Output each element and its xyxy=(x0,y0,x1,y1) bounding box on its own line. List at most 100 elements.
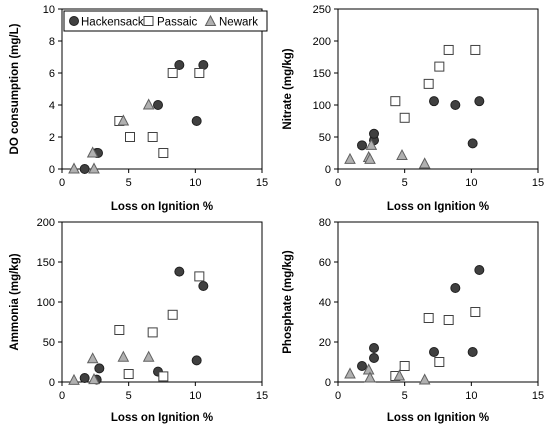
y-tick-label: 8 xyxy=(49,36,55,48)
point-hackensack xyxy=(174,60,185,70)
y-tick-label: 50 xyxy=(43,337,55,349)
y-tick-label: 10 xyxy=(43,4,55,16)
y-tick-label: 200 xyxy=(37,217,55,229)
point-hackensack xyxy=(429,96,439,107)
point-hackensack xyxy=(467,347,478,357)
point-newark xyxy=(88,373,100,385)
y-tick-label: 0 xyxy=(325,377,331,389)
x-tick-label: 5 xyxy=(402,177,408,189)
point-newark xyxy=(86,146,99,158)
point-passaic xyxy=(167,309,178,320)
panel-nitrate: Nitrate (mg/kg) Loss on Ignition % 0 5 10 1… xyxy=(282,4,544,213)
point-hackensack xyxy=(429,347,439,357)
y-tick-label: 50 xyxy=(319,132,331,144)
x-tick-label: 15 xyxy=(256,177,268,189)
point-hackensack xyxy=(191,116,202,126)
y-axis-title: DO consumption (mg/L) xyxy=(9,23,21,154)
legend: Hackensack Passaic Newark xyxy=(63,10,268,32)
x-tick-label: 15 xyxy=(256,390,268,402)
panel-ammonia: Ammonia (mg/kg) Loss on Ignition % 0 5 10 1… xyxy=(9,217,268,424)
point-newark xyxy=(344,152,356,164)
point-passaic xyxy=(434,357,445,367)
y-tick-label: 250 xyxy=(313,4,331,16)
y-tick-label: 20 xyxy=(319,337,331,349)
point-passaic xyxy=(390,96,401,107)
point-passaic xyxy=(158,148,169,158)
point-hackensack xyxy=(474,96,485,107)
point-passaic xyxy=(399,112,410,123)
y-tick-label: 200 xyxy=(313,36,331,48)
point-newark xyxy=(88,162,100,174)
point-passaic xyxy=(194,271,205,282)
point-passaic xyxy=(443,315,454,325)
plot-area xyxy=(337,8,539,170)
point-hackensack xyxy=(94,363,105,374)
x-tick-label: 5 xyxy=(402,390,408,402)
point-passaic xyxy=(114,325,125,335)
x-tick-label: 5 xyxy=(126,390,132,402)
y-tick-label: 100 xyxy=(313,100,331,112)
legend-label-hackensack: Hackensack xyxy=(81,17,144,29)
point-newark xyxy=(364,152,376,164)
x-tick-label: 15 xyxy=(532,177,544,189)
y-axis-title: Phosphate (mg/kg) xyxy=(282,250,294,354)
x-tick-label: 0 xyxy=(59,177,65,189)
x-axis-title: Loss on Ignition % xyxy=(111,201,213,213)
point-hackensack xyxy=(79,164,90,174)
point-passaic xyxy=(123,369,134,379)
y-tick-label: 150 xyxy=(37,257,55,269)
point-newark xyxy=(142,350,155,362)
x-tick-label: 10 xyxy=(465,390,477,402)
y-tick-label: 0 xyxy=(325,164,331,176)
y-tick-label: 40 xyxy=(319,297,331,309)
point-hackensack xyxy=(357,361,367,371)
point-passaic xyxy=(423,78,434,89)
x-tick-label: 5 xyxy=(126,177,132,189)
x-tick-label: 10 xyxy=(465,177,477,189)
x-axis-title: Loss on Ignition % xyxy=(387,201,489,213)
y-tick-label: 0 xyxy=(49,377,55,389)
point-newark xyxy=(142,98,155,110)
y-tick-label: 4 xyxy=(49,100,55,112)
point-hackensack xyxy=(369,128,379,139)
legend-marker-newark xyxy=(204,14,217,26)
y-tick-label: 0 xyxy=(49,164,55,176)
point-passaic xyxy=(147,132,158,142)
point-passaic xyxy=(434,61,445,72)
panel-do-consumption: DO consumption (mg/L) Loss on Ignition %… xyxy=(9,4,268,213)
x-tick-label: 15 xyxy=(532,390,544,402)
point-passaic xyxy=(443,44,454,55)
y-tick-label: 60 xyxy=(319,257,331,269)
point-hackensack xyxy=(153,100,163,110)
point-hackensack xyxy=(467,138,478,149)
plot-area xyxy=(61,221,263,383)
point-hackensack xyxy=(369,353,379,363)
plot-area xyxy=(61,8,263,170)
y-tick-label: 6 xyxy=(49,68,55,80)
point-newark xyxy=(86,352,99,364)
legend-label-newark: Newark xyxy=(219,17,258,29)
point-hackensack xyxy=(450,100,461,110)
point-hackensack xyxy=(474,265,485,275)
point-newark xyxy=(68,162,80,174)
point-passaic xyxy=(470,44,481,55)
point-newark xyxy=(365,138,378,150)
y-axis-title: Ammonia (mg/kg) xyxy=(9,253,21,350)
x-axis-title: Loss on Ignition % xyxy=(111,412,213,424)
point-hackensack xyxy=(450,283,461,293)
point-hackensack xyxy=(357,140,367,151)
y-tick-label: 100 xyxy=(37,297,55,309)
point-hackensack xyxy=(79,373,90,383)
point-passaic xyxy=(423,313,434,323)
legend-marker-hackensack xyxy=(69,16,79,26)
point-newark xyxy=(344,367,356,379)
point-newark xyxy=(396,148,408,161)
point-newark xyxy=(364,371,376,383)
point-passaic xyxy=(147,327,158,338)
y-tick-label: 150 xyxy=(313,68,331,80)
y-tick-label: 2 xyxy=(49,132,55,144)
point-passaic xyxy=(399,361,410,371)
point-hackensack xyxy=(369,343,379,353)
x-tick-label: 0 xyxy=(59,390,65,402)
